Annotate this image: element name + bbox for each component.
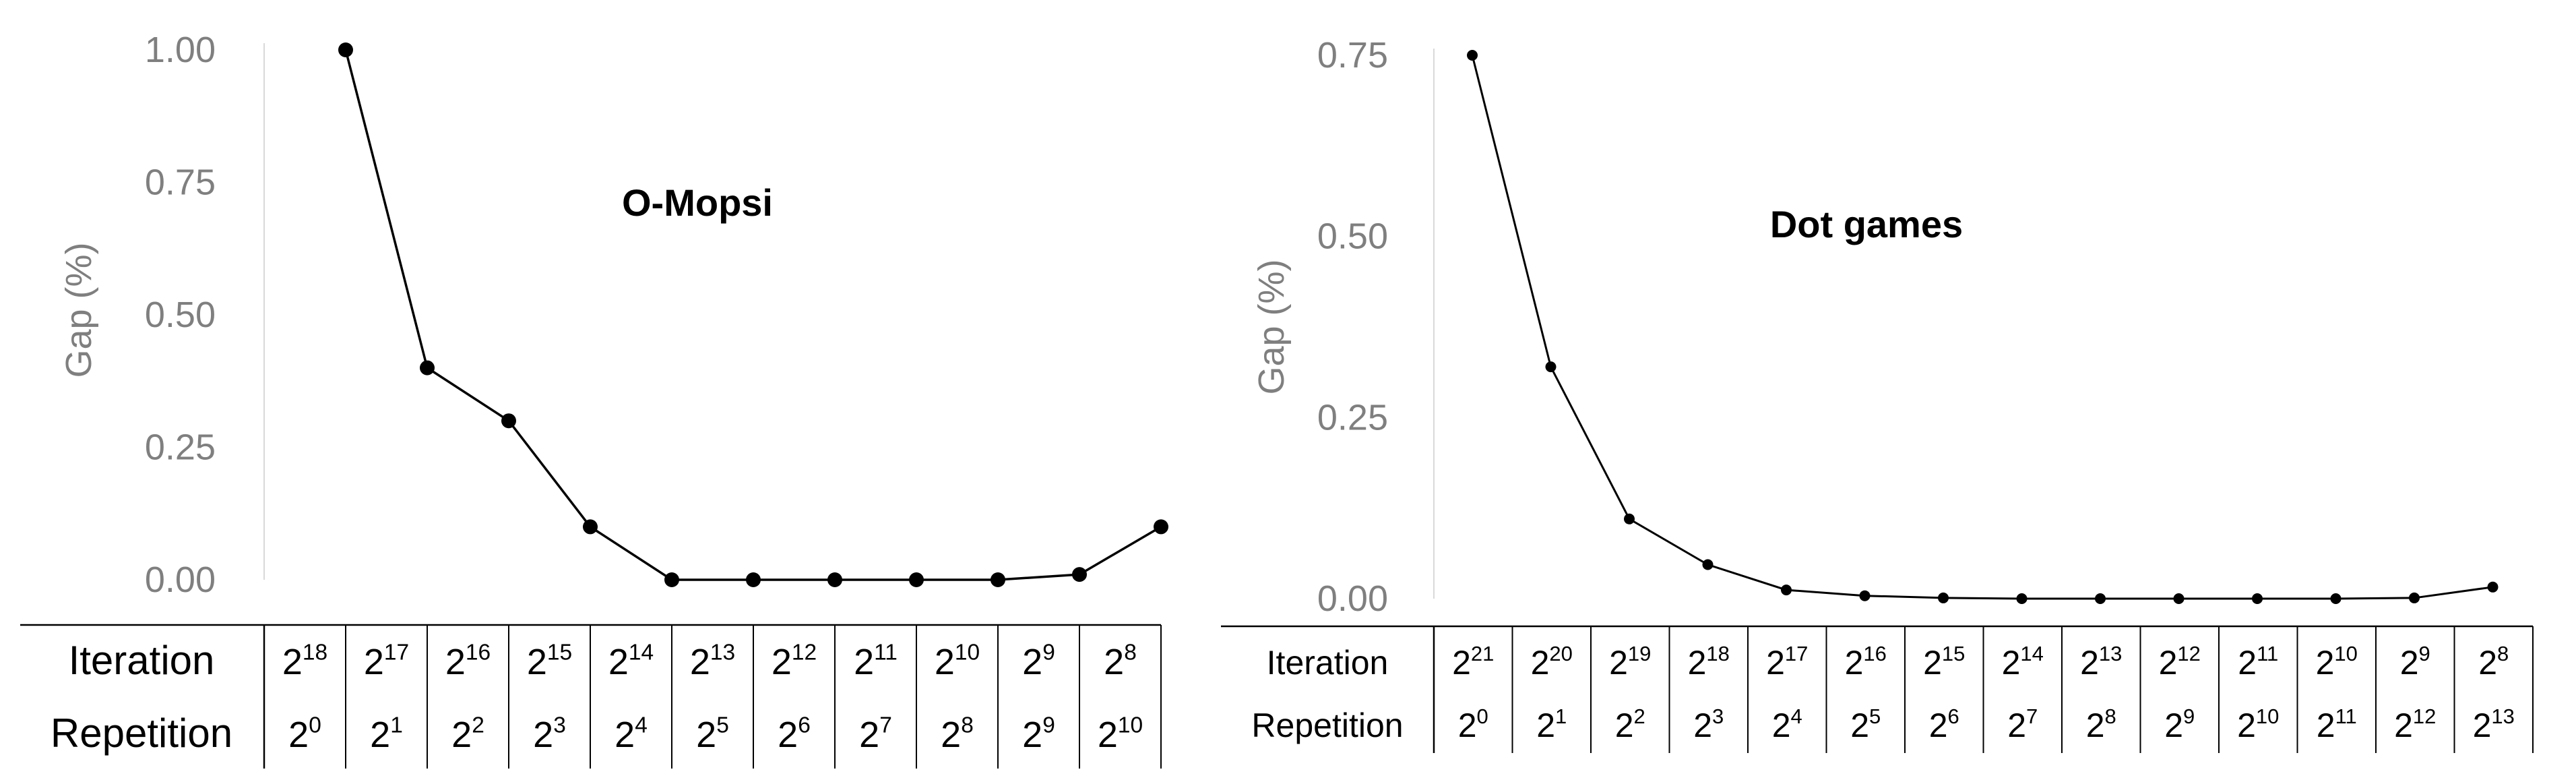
row-label: Iteration [1267,644,1389,682]
y-tick-label: 1.00 [145,30,216,70]
data-point [2095,593,2106,604]
y-tick-label: 0.00 [1317,578,1388,619]
iteration-cell: 29 [2400,642,2430,682]
repetition-cell: 28 [2086,704,2116,744]
y-tick-label: 0.75 [1317,35,1388,76]
data-point [1154,519,1168,534]
data-point [420,361,435,376]
y-tick-label: 0.50 [1317,216,1388,257]
iteration-cell: 215 [527,640,572,682]
data-point [338,42,353,57]
data-point [746,572,761,587]
iteration-cell: 218 [1688,642,1730,682]
data-point [1703,559,1714,570]
iteration-cell: 28 [1104,640,1137,682]
y-tick-label: 0.25 [1317,397,1388,438]
iteration-cell: 217 [364,640,409,682]
data-point [501,413,516,428]
data-point [2488,582,2499,593]
iteration-cell: 211 [854,640,898,682]
iteration-cell: 214 [608,640,654,682]
iteration-cell: 210 [935,640,980,682]
y-tick-label: 0.25 [145,427,216,468]
data-point [2017,593,2028,604]
repetition-cell: 25 [696,713,729,755]
data-point [2174,593,2185,604]
iteration-cell: 217 [1766,642,1808,682]
repetition-cell: 27 [859,713,892,755]
repetition-cell: 27 [2007,704,2038,744]
chart-title: Dot games [1770,203,1963,245]
iteration-cell: 220 [1531,642,1573,682]
repetition-cell: 29 [1022,713,1055,755]
data-point [2409,593,2420,603]
row-label: Repetition [51,711,232,756]
repetition-cell: 23 [533,713,566,755]
iteration-cell: 213 [690,640,735,682]
row-label: Iteration [69,638,215,683]
iteration-cell: 216 [1845,642,1887,682]
data-point [2252,593,2263,604]
data-point [1860,591,1871,601]
y-tick-label: 0.50 [145,295,216,335]
data-point [2331,593,2342,604]
iteration-cell: 29 [1022,640,1055,682]
y-axis-label: Gap (%) [1251,259,1292,394]
chart-1: 0.00 0.25 0.50 0.75 1.00 Gap (%) O-Mopsi Iterat… [20,30,1168,769]
iteration-cell: 218 [282,640,327,682]
iteration-cell: 215 [1923,642,1965,682]
repetition-cell: 210 [1098,713,1143,755]
data-point [991,572,1005,587]
repetition-cell: 213 [2473,704,2515,744]
iteration-cell: 28 [2478,642,2509,682]
y-tick-label: 0.75 [145,162,216,203]
repetition-cell: 23 [1693,704,1724,744]
iteration-cell: 211 [2238,642,2278,682]
data-point [1072,567,1087,582]
repetition-cell: 21 [1536,704,1567,744]
repetition-cell: 24 [1772,704,1802,744]
repetition-cell: 22 [451,713,484,755]
repetition-cell: 29 [2164,704,2195,744]
iteration-cell: 212 [772,640,817,682]
data-point [664,572,679,587]
iteration-cell: 216 [445,640,491,682]
iteration-cell: 219 [1609,642,1651,682]
repetition-cell: 24 [615,713,648,755]
data-point [583,519,598,534]
repetition-cell: 22 [1615,704,1645,744]
iteration-cell: 221 [1452,642,1494,682]
repetition-cell: 211 [2317,704,2357,744]
repetition-cell: 20 [288,713,321,755]
data-point [1624,514,1635,524]
repetition-cell: 26 [1929,704,1959,744]
iteration-cell: 214 [2002,642,2044,682]
iteration-cell: 210 [2316,642,2358,682]
repetition-cell: 21 [370,713,403,755]
data-point [1938,593,1949,603]
data-point [1781,584,1792,595]
chart-title: O-Mopsi [622,181,773,224]
repetition-cell: 25 [1850,704,1881,744]
data-point [1546,361,1557,372]
iteration-cell: 213 [2080,642,2122,682]
repetition-cell: 212 [2394,704,2436,744]
repetition-cell: 26 [778,713,811,755]
repetition-cell: 28 [941,713,974,755]
y-tick-label: 0.00 [145,560,216,600]
y-axis-label: Gap (%) [59,242,99,378]
repetition-cell: 20 [1458,704,1488,744]
data-point [1467,50,1478,61]
iteration-cell: 212 [2159,642,2201,682]
series-line [346,50,1161,580]
data-point [827,572,842,587]
repetition-cell: 210 [2237,704,2279,744]
chart-2: 0.00 0.25 0.50 0.75 Gap (%) Dot games Iteratio… [1221,35,2533,753]
row-label: Repetition [1251,707,1403,744]
data-point [909,572,924,587]
